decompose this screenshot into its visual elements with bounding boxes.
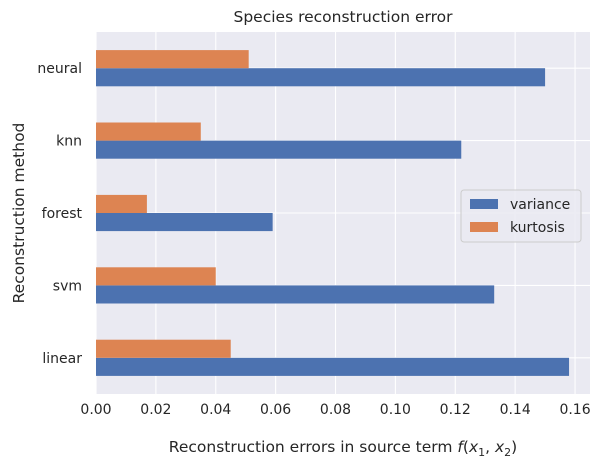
y-tick-label-forest: forest <box>42 206 83 222</box>
bars <box>96 50 570 376</box>
legend-swatch-kurtosis <box>470 222 498 232</box>
y-axis-label: Reconstruction method <box>10 123 28 304</box>
x-axis-label-math-sub1: 1 <box>478 446 485 459</box>
x-tick-label: 0.08 <box>320 402 351 418</box>
x-tick-label: 0.06 <box>260 402 291 418</box>
y-tick-label-knn: knn <box>56 134 82 150</box>
x-axis-label-math-x1: x <box>468 438 479 456</box>
y-tick-label-neural: neural <box>37 61 82 77</box>
x-axis-label-math-sub2: 2 <box>504 446 511 459</box>
x-tick-label: 0.00 <box>80 402 111 418</box>
bar-kurtosis-neural <box>96 50 249 69</box>
x-axis-label-math-x2: x <box>494 438 505 456</box>
y-tick-label-svm: svm <box>53 278 82 294</box>
bar-kurtosis-svm <box>96 267 216 286</box>
x-axis-label-text: Reconstruction errors in source term <box>169 438 458 456</box>
bar-variance-neural <box>96 68 546 87</box>
bar-kurtosis-linear <box>96 339 231 358</box>
y-axis-ticks: linear svm forest knn neural <box>37 61 82 367</box>
bar-variance-forest <box>96 213 273 232</box>
legend-label-variance: variance <box>510 197 570 213</box>
x-tick-label: 0.04 <box>200 402 231 418</box>
x-tick-label: 0.14 <box>500 402 531 418</box>
bar-variance-svm <box>96 285 495 304</box>
x-axis-label-math-close: ) <box>511 438 517 456</box>
x-axis-ticks: 0.00 0.02 0.04 0.06 0.08 0.10 0.12 0.14 0.16 <box>80 402 590 418</box>
bar-variance-linear <box>96 357 570 376</box>
legend: variance kurtosis <box>460 189 582 243</box>
x-axis-label-math-f: f <box>457 438 465 456</box>
legend-swatch-variance <box>470 199 498 209</box>
x-axis-label-math-open: ( <box>463 438 469 456</box>
x-tick-label: 0.12 <box>440 402 471 418</box>
bar-kurtosis-knn <box>96 122 201 141</box>
y-tick-label-linear: linear <box>42 351 82 367</box>
x-axis-label-math-sep: , <box>485 438 495 456</box>
chart-title: Species reconstruction error <box>234 8 454 26</box>
x-tick-label: 0.02 <box>140 402 171 418</box>
legend-label-kurtosis: kurtosis <box>510 220 565 236</box>
x-tick-label: 0.10 <box>380 402 411 418</box>
x-axis-label: Reconstruction errors in source term f(x… <box>169 438 517 459</box>
bar-variance-knn <box>96 140 462 159</box>
bar-kurtosis-forest <box>96 194 147 213</box>
x-tick-label: 0.16 <box>559 402 590 418</box>
